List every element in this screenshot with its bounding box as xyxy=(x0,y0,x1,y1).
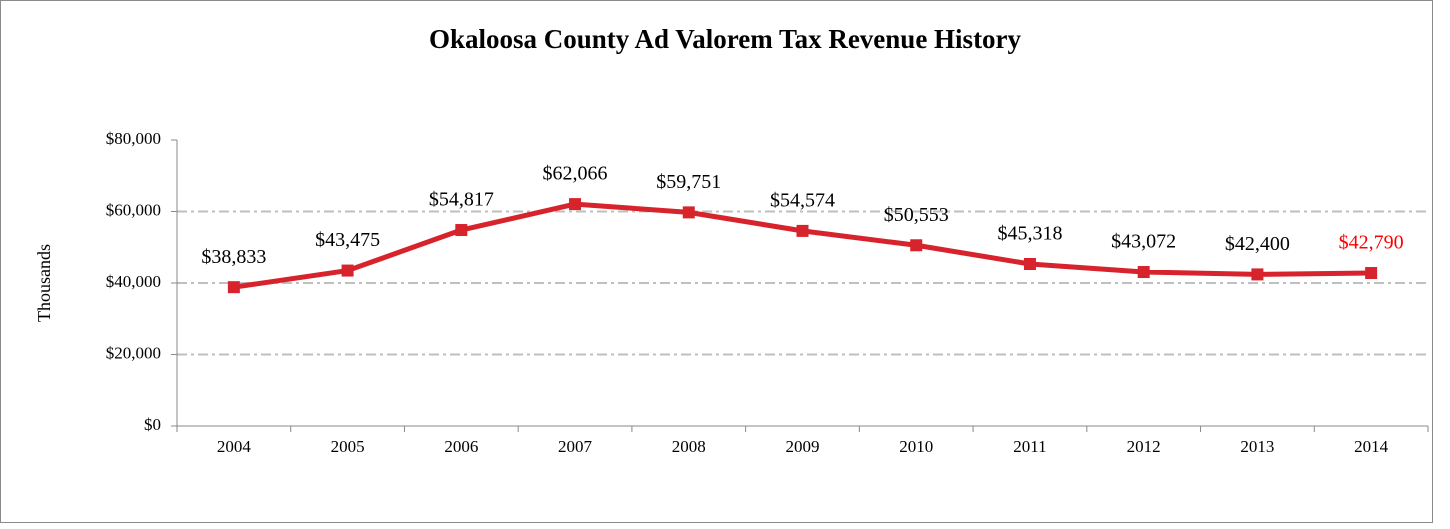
marker xyxy=(910,239,923,252)
marker xyxy=(227,281,240,294)
marker xyxy=(1365,267,1378,280)
y-tick-label: $80,000 xyxy=(106,129,161,148)
data-label: $43,072 xyxy=(1111,231,1176,253)
marker xyxy=(796,224,809,237)
chart-border xyxy=(0,0,1433,523)
y-tick-label: $20,000 xyxy=(106,343,161,362)
data-label: $43,475 xyxy=(315,229,380,251)
x-tick-label: 2008 xyxy=(672,437,706,456)
y-tick-label: $60,000 xyxy=(106,200,161,219)
x-tick-label: 2012 xyxy=(1127,437,1161,456)
y-tick-label: $0 xyxy=(144,415,161,434)
x-tick-label: 2010 xyxy=(899,437,933,456)
marker xyxy=(1251,268,1264,281)
x-tick-label: 2009 xyxy=(786,437,820,456)
marker xyxy=(682,206,695,219)
chart-title: Okaloosa County Ad Valorem Tax Revenue H… xyxy=(429,24,1022,54)
marker xyxy=(455,224,468,237)
marker xyxy=(341,264,354,277)
x-tick-label: 2005 xyxy=(331,437,365,456)
data-label: $42,790 xyxy=(1339,232,1404,254)
data-label: $59,751 xyxy=(656,171,721,193)
x-tick-label: 2011 xyxy=(1013,437,1046,456)
x-tick-label: 2004 xyxy=(217,437,252,456)
marker xyxy=(1137,266,1150,279)
x-tick-label: 2013 xyxy=(1240,437,1274,456)
marker xyxy=(1023,257,1036,270)
x-tick-label: 2007 xyxy=(558,437,593,456)
data-label: $38,833 xyxy=(201,246,266,268)
y-tick-label: $40,000 xyxy=(106,272,161,291)
x-tick-label: 2006 xyxy=(444,437,478,456)
x-tick-label: 2014 xyxy=(1354,437,1389,456)
marker xyxy=(569,198,582,211)
data-label: $54,817 xyxy=(429,189,494,211)
y-axis-label: Thousands xyxy=(34,244,54,322)
data-label: $42,400 xyxy=(1225,233,1290,255)
data-label: $62,066 xyxy=(543,163,608,185)
data-label: $45,318 xyxy=(997,223,1062,245)
data-label: $50,553 xyxy=(884,204,949,226)
data-label: $54,574 xyxy=(770,189,835,211)
